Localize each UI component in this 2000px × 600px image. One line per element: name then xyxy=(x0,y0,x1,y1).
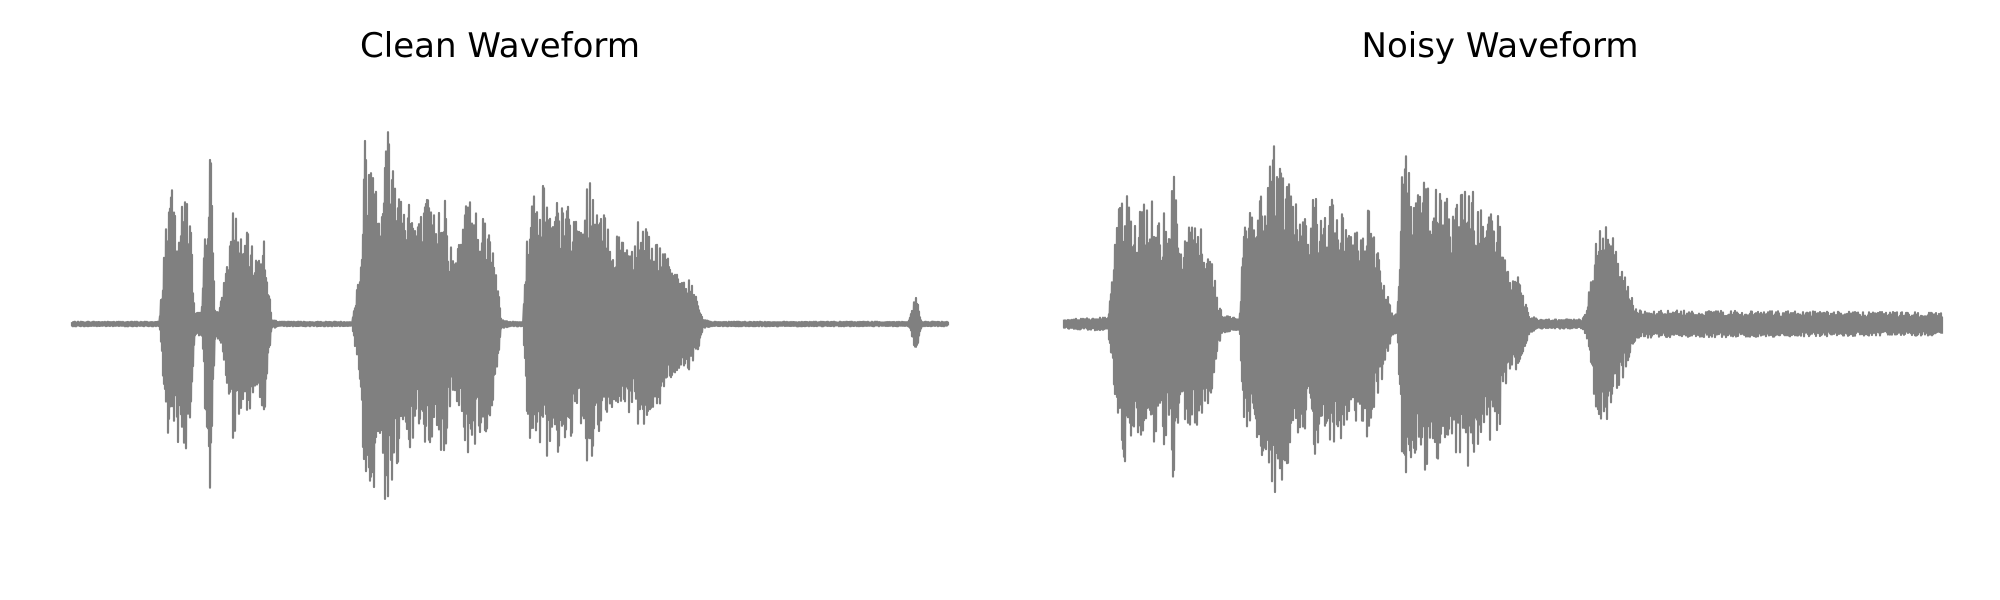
waveform-series-line xyxy=(70,131,950,500)
waveform-series-line xyxy=(1062,145,1944,494)
clean-waveform-panel: Clean Waveform xyxy=(70,26,950,500)
noisy-waveform-plot xyxy=(1062,145,1944,494)
noisy-waveform-title: Noisy Waveform xyxy=(1361,26,1639,66)
noisy-waveform-panel: Noisy Waveform xyxy=(1000,0,2000,600)
clean-waveform-title: Clean Waveform xyxy=(360,26,640,66)
clean-waveform-plot xyxy=(70,131,950,500)
